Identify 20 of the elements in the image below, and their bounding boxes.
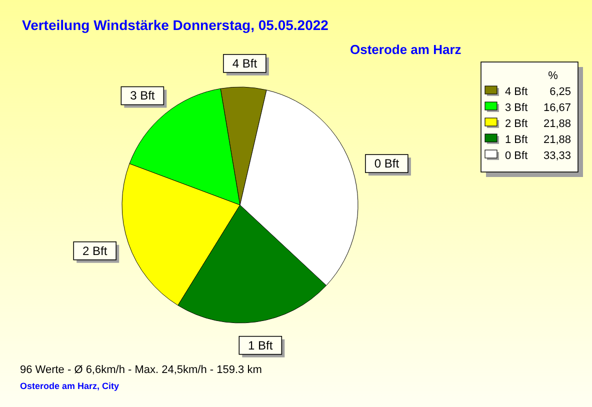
slice-label: 0 Bft (374, 156, 400, 171)
data-label: 21,88 (543, 134, 571, 146)
slice-label: 2 Bft (82, 244, 108, 258)
data-label: 21,88 (543, 118, 571, 130)
legend-label: 4 Bft (505, 86, 528, 98)
slice-label: 3 Bft (130, 88, 156, 103)
legend-label: 2 Bft (505, 118, 528, 130)
text: 96 Werte - Ø 6,6km/h - Max. 24,5km/h - 159.3 km (20, 364, 262, 376)
slice-label: 1 Bft (248, 338, 274, 352)
legend-label: 1 Bft (505, 134, 528, 146)
legend-label: 3 Bft (505, 102, 528, 114)
data-label: 16,67 (543, 102, 571, 114)
chart-title: Verteilung Windstärke Donnerstag, 05.05.2022 (22, 17, 329, 33)
text: Osterode am Harz, City (20, 381, 120, 391)
chart-subtitle: Osterode am Harz (350, 42, 462, 57)
slice-label: 4 Bft (232, 56, 258, 70)
legend-title: % (548, 70, 558, 82)
data-label: 33,33 (543, 150, 571, 162)
legend-label: 0 Bft (505, 150, 528, 162)
data-label: 6,25 (550, 86, 571, 98)
